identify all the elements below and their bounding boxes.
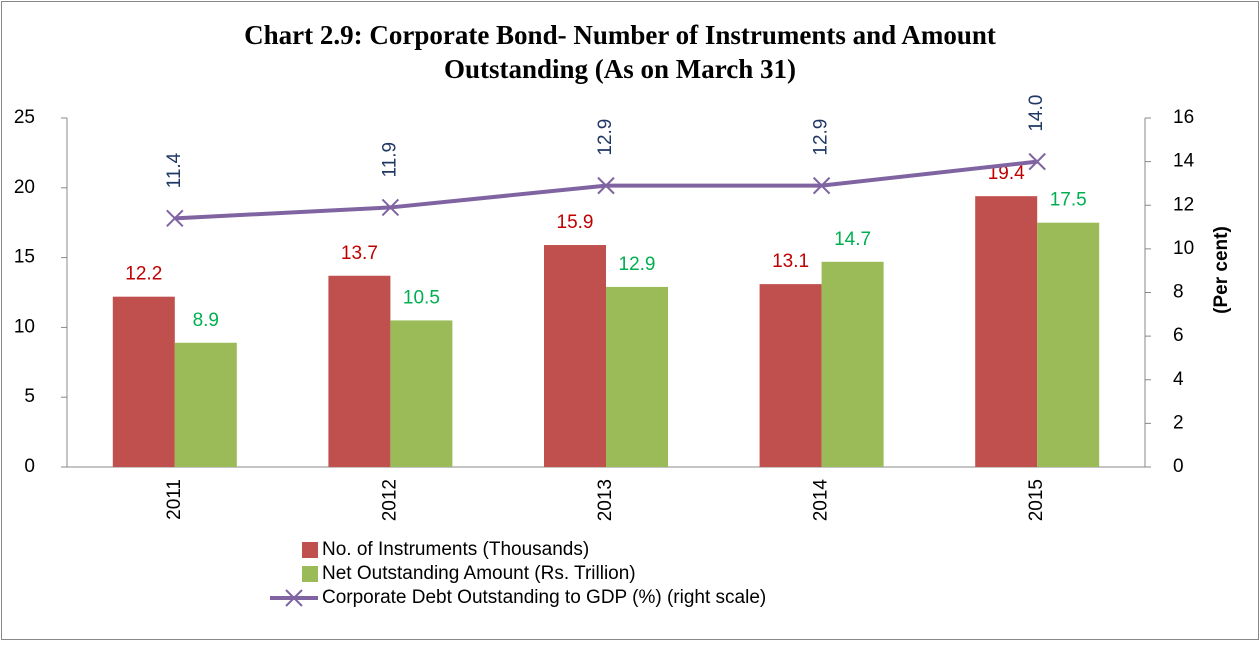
y2-tick-label: 10 xyxy=(1173,238,1194,259)
y2-tick-label: 2 xyxy=(1173,412,1184,433)
data-label: 14.0 xyxy=(1026,95,1047,132)
bar xyxy=(606,286,668,467)
data-label: 12.2 xyxy=(125,264,162,285)
data-label: 13.7 xyxy=(341,243,378,264)
data-label: 15.9 xyxy=(557,212,594,233)
data-label: 12.9 xyxy=(595,119,616,156)
bar xyxy=(328,275,391,467)
chart-title: Chart 2.9: Corporate Bond- Number of Ins… xyxy=(244,20,996,50)
legend-label: Corporate Debt Outstanding to GDP (%) (r… xyxy=(322,587,766,608)
line-marker xyxy=(1028,152,1046,171)
y2-tick-label: 14 xyxy=(1173,151,1195,172)
bar xyxy=(759,284,822,467)
bar xyxy=(1037,222,1100,467)
data-label: 8.9 xyxy=(193,310,219,331)
bar xyxy=(975,196,1038,467)
bar xyxy=(390,320,453,467)
y-tick-label: 25 xyxy=(14,107,35,128)
line-marker xyxy=(166,209,184,228)
bar xyxy=(544,245,606,467)
legend-swatch xyxy=(302,566,318,582)
legend-swatch xyxy=(302,542,318,558)
y-tick-label: 0 xyxy=(24,456,35,477)
x-tick-label: 2015 xyxy=(1026,479,1047,521)
x-tick-label: 2012 xyxy=(379,479,400,521)
y-tick-label: 15 xyxy=(14,247,35,268)
data-label: 19.4 xyxy=(988,163,1025,184)
x-tick-label: 2011 xyxy=(164,479,185,520)
data-label: 11.9 xyxy=(379,142,400,178)
data-label: 12.9 xyxy=(619,254,656,275)
data-label: 10.5 xyxy=(403,287,440,308)
legend-swatch xyxy=(285,589,303,607)
data-label: 14.7 xyxy=(834,229,871,250)
legend-label: No. of Instruments (Thousands) xyxy=(322,539,589,560)
y-tick-label: 20 xyxy=(14,177,35,198)
y-tick-label: 10 xyxy=(14,316,35,337)
x-tick-label: 2014 xyxy=(811,479,832,522)
y2-tick-label: 6 xyxy=(1173,325,1184,346)
bar xyxy=(174,342,237,467)
line-marker xyxy=(381,198,400,217)
y2-tick-label: 4 xyxy=(1173,369,1184,390)
data-label: 17.5 xyxy=(1050,190,1087,211)
data-label: 13.1 xyxy=(772,251,809,272)
y2-tick-label: 0 xyxy=(1173,456,1184,477)
line-marker xyxy=(812,176,831,195)
y2-tick-label: 16 xyxy=(1173,107,1194,128)
data-label: 12.9 xyxy=(811,119,832,156)
line-marker xyxy=(597,176,615,195)
x-tick-label: 2013 xyxy=(595,479,616,521)
legend-label: Net Outstanding Amount (Rs. Trillion) xyxy=(322,563,636,584)
y2-tick-label: 12 xyxy=(1173,194,1194,215)
bar xyxy=(112,296,175,467)
y2-axis-title: (Per cent) xyxy=(1211,226,1232,314)
data-label: 11.4 xyxy=(164,152,185,188)
y-tick-label: 5 xyxy=(24,386,35,407)
y2-tick-label: 8 xyxy=(1173,282,1184,303)
bar xyxy=(821,261,884,467)
chart-title: Outstanding (As on March 31) xyxy=(444,54,796,84)
